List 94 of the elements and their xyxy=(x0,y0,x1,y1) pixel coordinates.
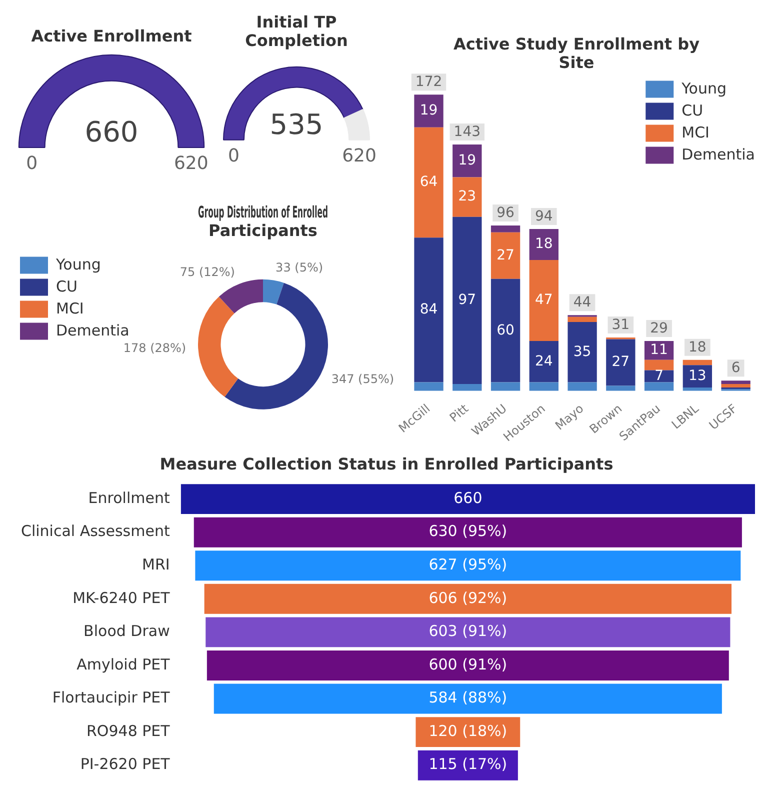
bar xyxy=(529,340,558,382)
bar xyxy=(452,144,482,178)
data-label: 630 (95%) xyxy=(428,522,508,540)
bar xyxy=(529,228,558,260)
data-label: 660 xyxy=(84,116,138,148)
bar xyxy=(414,94,444,128)
total-label: 172 xyxy=(415,74,442,90)
bar xyxy=(490,232,520,279)
bar xyxy=(490,382,520,391)
legend-label: Dementia xyxy=(682,146,756,164)
data-label: 120 (18%) xyxy=(428,722,508,740)
data-label: 603 (91%) xyxy=(428,622,508,640)
bar xyxy=(490,226,520,232)
data-label: 11 xyxy=(650,342,668,358)
text: Initial TP Completion xyxy=(245,12,348,50)
category-label: RO948 PET xyxy=(86,722,171,740)
bar xyxy=(721,384,750,388)
total-label: 31 xyxy=(612,317,630,334)
legend-label: MCI xyxy=(682,124,710,142)
data-label: 27 xyxy=(496,247,514,264)
bar xyxy=(452,384,482,391)
bar xyxy=(644,370,674,382)
data-label: 24 xyxy=(534,353,553,370)
data-label: 600 (91%) xyxy=(428,655,508,674)
data-label: 606 (92%) xyxy=(428,588,508,607)
data-label: 35 xyxy=(573,344,592,360)
legend-label: Dementia xyxy=(56,322,130,340)
data-label: 13 xyxy=(688,368,706,384)
legend-label: CU xyxy=(682,102,704,120)
bar xyxy=(414,127,444,238)
bar xyxy=(606,339,636,386)
legend-label: CU xyxy=(56,278,78,296)
data-label: 47 xyxy=(534,292,553,308)
data-label: 19 xyxy=(420,102,438,119)
bar xyxy=(490,278,520,382)
text: 0 xyxy=(26,153,38,174)
bar xyxy=(682,360,712,366)
bar xyxy=(644,360,674,370)
data-label: 97 xyxy=(458,292,476,308)
total-label: 6 xyxy=(731,360,740,376)
category-label: Enrollment xyxy=(88,488,170,507)
data-label: 535 xyxy=(270,108,324,141)
category-label: Clinical Assessment xyxy=(20,522,170,540)
legend-label: MCI xyxy=(56,300,84,318)
data-label: 19 xyxy=(458,152,476,169)
data-label: 18 xyxy=(534,236,553,252)
data-label: 75 (12%) xyxy=(180,264,235,279)
data-label: 84 xyxy=(420,302,438,318)
total-label: 96 xyxy=(496,205,515,222)
bar xyxy=(414,238,444,382)
bar xyxy=(414,382,444,391)
bar xyxy=(606,386,636,391)
bar xyxy=(529,260,558,341)
data-label: 23 xyxy=(458,188,476,205)
legend-label: Young xyxy=(680,80,727,98)
data-label: 33 (5%) xyxy=(276,260,324,275)
data-label: 64 xyxy=(420,174,438,190)
text: 0 xyxy=(228,146,240,167)
bar xyxy=(452,177,482,217)
x-tick-label: Pitt xyxy=(446,401,472,425)
data-label: 7 xyxy=(654,368,664,384)
category-label: MK-6240 PET xyxy=(72,588,171,607)
data-label: 27 xyxy=(612,354,630,370)
data-label: 584 (88%) xyxy=(428,688,508,707)
text: 620 xyxy=(342,146,376,167)
text: Measure Collection Status in Enrolled Participants xyxy=(160,454,614,474)
category-label: PI-2620 PET xyxy=(80,755,171,774)
data-label: 178 (28%) xyxy=(123,340,186,355)
data-label: 60 xyxy=(496,322,514,338)
category-label: Flortaucipir PET xyxy=(52,688,171,707)
legend-label: Young xyxy=(55,256,101,274)
bar xyxy=(568,322,597,382)
category-label: Blood Draw xyxy=(84,622,170,640)
bar xyxy=(452,216,482,384)
text: Active Enrollment xyxy=(31,26,192,46)
data-label: 627 (95%) xyxy=(428,556,508,574)
bar xyxy=(644,382,674,391)
text: 620 xyxy=(174,153,208,174)
bar xyxy=(529,382,558,391)
total-label: 143 xyxy=(454,124,481,140)
category-label: MRI xyxy=(142,556,170,574)
data-label: 660 xyxy=(454,488,482,507)
chart-title: Group Distribution of Enrolled Participants xyxy=(198,202,328,240)
bar xyxy=(721,380,750,384)
total-label: 44 xyxy=(573,294,592,311)
category-label: Amyloid PET xyxy=(76,655,171,674)
total-label: 94 xyxy=(534,208,553,225)
bar xyxy=(568,382,597,391)
total-label: 29 xyxy=(650,320,668,337)
bar xyxy=(568,316,597,322)
data-label: 347 (55%) xyxy=(331,372,394,386)
data-label: 115 (17%) xyxy=(428,755,508,774)
chart-title: Active Study Enrollment by Site xyxy=(453,34,700,72)
total-label: 18 xyxy=(688,340,706,356)
